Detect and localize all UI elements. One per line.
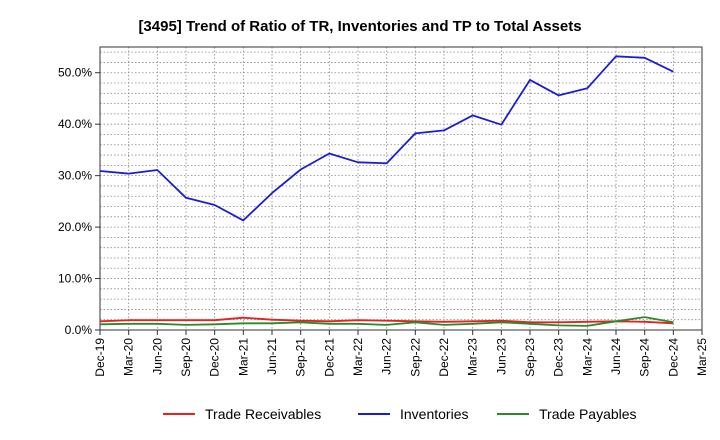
legend-label-trade-payables: Trade Payables [539,406,637,422]
x-tick-label: Dec-20 [208,338,222,377]
x-tick-label: Dec-23 [552,338,566,377]
x-tick-label: Jun-22 [380,338,394,375]
x-tick-label: Jun-23 [494,338,508,375]
x-tick-label: Mar-22 [351,338,365,376]
x-tick-label: Jun-20 [150,338,164,375]
plot-area: 0.0% 10.0% 20.0% 30.0% 40.0% 50.0% Dec-19 Mar-2… [58,46,709,377]
y-tick-label: 10.0% [58,272,92,286]
x-tick-label: Mar-24 [580,338,594,376]
x-tick-label: Sep-22 [408,338,422,377]
legend-label-trade-receivables: Trade Receivables [205,406,321,422]
y-tick-label: 0.0% [65,323,93,337]
x-tick-label: Dec-19 [93,338,107,377]
x-tick-label: Sep-21 [294,338,308,377]
y-tick-label: 40.0% [58,117,92,131]
y-tick-label: 20.0% [58,220,92,234]
x-tick-label: Mar-21 [236,338,250,376]
plot-frame [99,46,703,331]
series-line-trade-receivables [99,316,674,325]
x-tick-label: Mar-23 [466,338,480,376]
plot-background [100,47,702,330]
x-tick-label: Sep-24 [638,338,652,377]
x-tick-label: Mar-25 [695,338,709,376]
x-tick-label: Sep-23 [523,338,537,377]
x-tick-label: Sep-20 [179,338,193,377]
x-tick-label: Mar-20 [122,338,136,376]
x-tick-label: Jun-21 [265,338,279,375]
chart-title: [3495] Trend of Ratio of TR, Inventories… [138,18,581,35]
series-line-trade-payables [99,316,674,327]
y-tick-label: 50.0% [58,66,92,80]
x-tick-label: Jun-24 [609,338,623,375]
series-line-inventories [99,55,674,222]
y-tick-label: 30.0% [58,169,92,183]
legend-label-inventories: Inventories [400,406,468,422]
legend: Trade Receivables Inventories Trade Payabl… [163,406,637,422]
x-tick-label: Dec-22 [437,338,451,377]
x-tick-label: Dec-24 [666,338,680,377]
x-tick-label: Dec-21 [322,338,336,377]
